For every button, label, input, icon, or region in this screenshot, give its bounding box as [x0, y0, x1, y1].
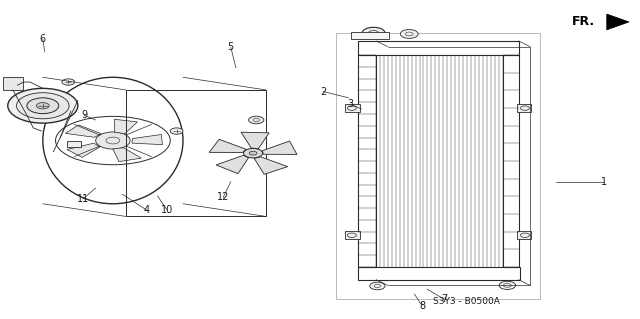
Circle shape [362, 27, 385, 39]
Circle shape [27, 98, 59, 114]
Text: S3Y3 - B0500A: S3Y3 - B0500A [433, 297, 500, 306]
Bar [346, 232, 360, 239]
Bar [358, 267, 520, 280]
Bar [517, 232, 531, 239]
Circle shape [400, 30, 418, 38]
Circle shape [8, 88, 78, 123]
Bar [336, 33, 540, 299]
Bar [3, 77, 23, 90]
Text: 2: 2 [320, 86, 326, 97]
Polygon shape [113, 148, 141, 162]
Circle shape [36, 103, 49, 109]
Text: 4: 4 [143, 205, 150, 215]
Text: 11: 11 [77, 194, 89, 204]
Polygon shape [262, 141, 297, 154]
Polygon shape [132, 135, 163, 145]
Bar [351, 33, 390, 39]
Text: 3: 3 [348, 99, 354, 109]
Text: FR.: FR. [572, 15, 595, 28]
Bar [358, 41, 518, 55]
Polygon shape [209, 139, 246, 152]
Circle shape [170, 128, 183, 134]
Circle shape [62, 79, 75, 85]
Circle shape [249, 151, 257, 155]
Text: 1: 1 [600, 177, 607, 187]
Bar [346, 104, 360, 112]
Circle shape [96, 132, 130, 149]
Text: 7: 7 [441, 294, 447, 304]
Circle shape [499, 281, 516, 289]
Circle shape [17, 93, 69, 119]
Polygon shape [67, 143, 100, 157]
Text: 6: 6 [40, 34, 46, 44]
Circle shape [248, 116, 264, 124]
Text: 12: 12 [217, 192, 229, 203]
Bar [502, 55, 518, 267]
Polygon shape [254, 157, 287, 174]
Polygon shape [65, 125, 101, 137]
Text: 8: 8 [419, 300, 425, 311]
Text: 9: 9 [81, 110, 87, 120]
Text: 10: 10 [161, 205, 173, 215]
Bar [67, 141, 81, 146]
Circle shape [370, 282, 385, 290]
Polygon shape [115, 119, 138, 134]
Polygon shape [607, 14, 629, 30]
Bar [517, 104, 531, 112]
Bar [358, 55, 376, 267]
Polygon shape [241, 132, 269, 149]
Text: 5: 5 [228, 42, 234, 52]
Polygon shape [216, 155, 248, 174]
Circle shape [244, 148, 262, 158]
